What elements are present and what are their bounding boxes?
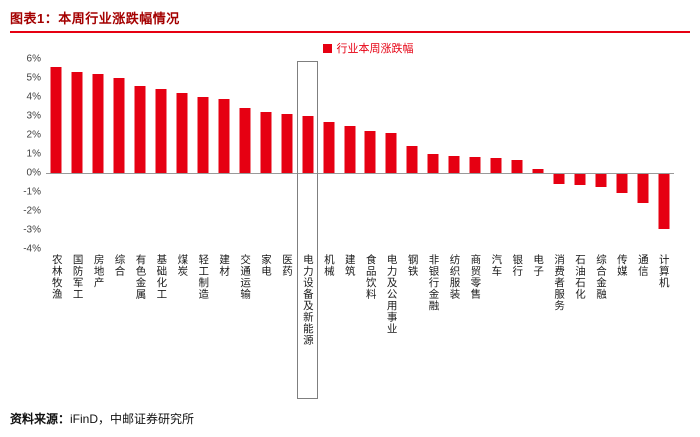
y-tick: 1%: [26, 148, 41, 160]
bar: [385, 133, 397, 173]
bar: [616, 174, 628, 193]
bar: [406, 146, 418, 173]
bar: [239, 108, 251, 173]
x-label: 纺织服装: [448, 254, 461, 300]
bar: [553, 174, 565, 184]
x-label: 通信: [636, 254, 649, 277]
y-tick: 0%: [26, 167, 41, 179]
bar: [595, 174, 607, 188]
x-label: 钢铁: [406, 254, 419, 277]
source-line: 资料来源：iFinD，中邮证券研究所: [10, 410, 194, 427]
bar: [155, 89, 167, 173]
plot: [46, 59, 674, 249]
bar: [71, 72, 83, 173]
source-label: 资料来源：: [10, 412, 71, 426]
legend-label: 行业本周涨跌幅: [336, 43, 414, 55]
bar: [113, 78, 125, 173]
y-tick: -3%: [23, 224, 41, 236]
bar: [574, 174, 586, 186]
x-label: 传媒: [615, 254, 628, 277]
x-label: 农林牧渔: [50, 254, 63, 300]
figure-title-text: 本周行业涨跌幅情况: [58, 11, 180, 26]
bar: [197, 97, 209, 173]
x-label: 国防军工: [71, 254, 84, 300]
bar: [448, 155, 460, 173]
x-label: 消费者服务: [553, 254, 566, 312]
plot-area: 农林牧渔 国防军工 房地产 综合 有色金属 基础化工 煤炭 轻工制造 建材 交通运输 家电 医药 电力设…: [46, 59, 674, 399]
x-label: 石油石化: [574, 254, 587, 300]
y-tick: 2%: [26, 129, 41, 141]
bar: [260, 112, 272, 173]
bar: [511, 159, 523, 173]
bar: [281, 114, 293, 173]
x-label: 基础化工: [155, 254, 168, 300]
x-label: 食品饮料: [364, 254, 377, 300]
x-label: 有色金属: [134, 254, 147, 300]
bar: [323, 121, 335, 173]
x-label: 电子: [532, 254, 545, 277]
x-label: 轻工制造: [197, 254, 210, 300]
x-label: 房地产: [92, 254, 105, 289]
bar: [427, 154, 439, 173]
y-tick: -4%: [23, 243, 41, 255]
x-label: 综合金融: [594, 254, 607, 300]
bar: [218, 98, 230, 173]
zero-axis-line: [46, 173, 674, 174]
chart-legend: 行业本周涨跌幅: [10, 41, 690, 55]
bar-chart: 6% 5% 4% 3% 2% 1% 0% -1% -2% -3% -4% 农林牧渔 国防军工 房地产 综合…: [10, 54, 690, 399]
bar: [92, 74, 104, 173]
bar: [344, 125, 356, 173]
x-label: 建筑: [343, 254, 356, 277]
x-label: 银行: [511, 254, 524, 277]
x-label: 机械: [322, 254, 335, 277]
y-tick: 3%: [26, 110, 41, 122]
x-axis-labels: 农林牧渔 国防军工 房地产 综合 有色金属 基础化工 煤炭 轻工制造 建材 交通运输 家电 医药 电力设…: [46, 249, 674, 399]
bar: [637, 174, 649, 203]
bar: [658, 174, 670, 230]
x-label: 医药: [280, 254, 293, 277]
x-label: 家电: [260, 254, 273, 277]
bar: [532, 169, 544, 173]
x-label: 煤炭: [176, 254, 189, 277]
x-label: 综合: [113, 254, 126, 277]
x-label: 电力及公用事业: [385, 254, 398, 335]
bar: [176, 93, 188, 173]
y-tick: 6%: [26, 53, 41, 65]
x-label: 计算机: [657, 254, 670, 289]
bar: [50, 66, 62, 173]
x-label: 电力设备及新能源: [301, 254, 314, 346]
figure-title: 图表1：本周行业涨跌幅情况: [10, 8, 690, 27]
x-label: 建材: [218, 254, 231, 277]
x-label: 非银行金融: [427, 254, 440, 312]
y-tick: -1%: [23, 186, 41, 198]
title-divider: [10, 31, 690, 33]
x-label: 商贸零售: [469, 254, 482, 300]
bar: [302, 116, 314, 173]
y-axis: 6% 5% 4% 3% 2% 1% 0% -1% -2% -3% -4%: [10, 54, 46, 255]
source-text: iFinD，中邮证券研究所: [70, 412, 195, 426]
y-tick: 5%: [26, 72, 41, 84]
y-tick: -2%: [23, 205, 41, 217]
bar: [469, 156, 481, 173]
x-label: 汽车: [490, 254, 503, 277]
figure-label: 图表1：: [10, 11, 59, 26]
bar: [134, 85, 146, 173]
bar: [490, 157, 502, 173]
bar: [364, 131, 376, 173]
y-tick: 4%: [26, 91, 41, 103]
x-label: 交通运输: [239, 254, 252, 300]
legend-swatch-icon: [322, 43, 332, 53]
